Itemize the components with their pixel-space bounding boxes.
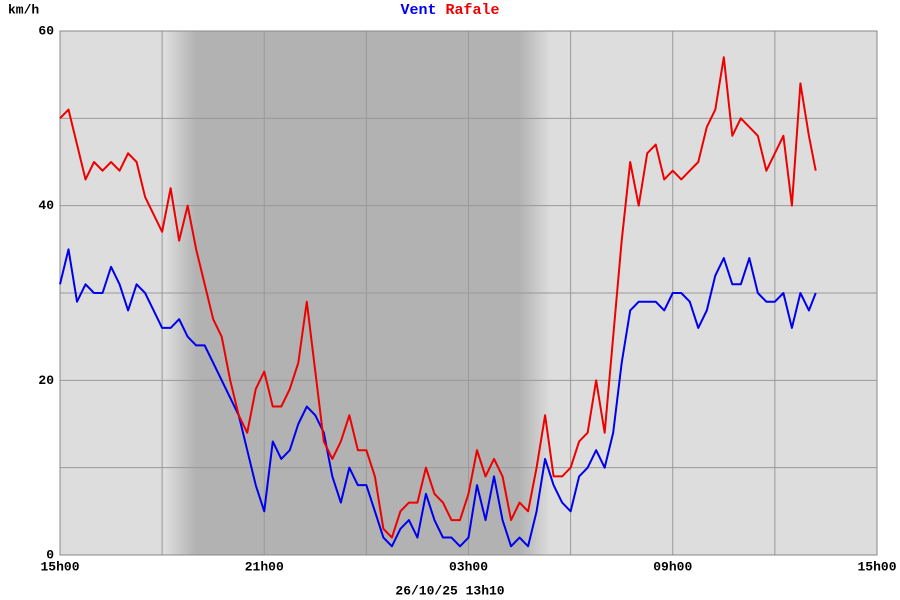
x-tick-label: 09h00 [653,559,692,574]
line-series [59,248,817,548]
y-tick-label: 40 [38,198,54,213]
y-tick-label: 0 [46,547,54,562]
y-tick-label: 60 [38,23,54,38]
y-tick-label: 20 [38,373,54,388]
chart-title: Vent Rafale [400,2,499,19]
y-axis-label: km/h [8,2,39,17]
x-tick-label: 21h00 [245,559,284,574]
x-tick-label: 15h00 [40,559,79,574]
legend-entry: Rafale [446,2,500,19]
plot-frame [59,30,878,556]
legend-entry: Vent [400,2,436,19]
line-series [59,56,817,539]
date-label: 26/10/25 13h10 [395,583,504,598]
x-tick-label: 03h00 [449,559,488,574]
x-tick-label: 15h00 [857,559,896,574]
